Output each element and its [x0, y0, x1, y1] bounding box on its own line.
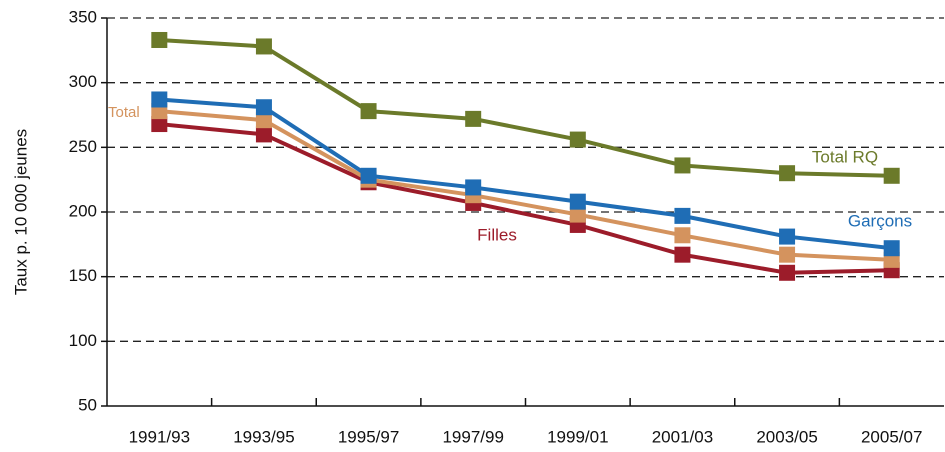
marker	[674, 207, 691, 224]
marker	[569, 193, 586, 210]
marker	[465, 179, 482, 196]
x-tick-label: 1991/93	[129, 427, 190, 446]
marker	[674, 157, 691, 174]
marker	[465, 110, 482, 127]
marker	[883, 240, 900, 257]
y-tick-label: 150	[69, 266, 97, 285]
series-line	[159, 109, 892, 262]
series-line	[159, 37, 892, 178]
marker	[674, 227, 691, 244]
x-tick-label: 2005/07	[861, 427, 922, 446]
series-line	[159, 122, 892, 275]
y-tick-label: 100	[69, 331, 97, 350]
marker	[674, 246, 691, 263]
marker	[569, 131, 586, 148]
marker	[883, 167, 900, 184]
y-axis-label: Taux p. 10 000 jeunes	[11, 129, 30, 295]
y-tick-label: 300	[69, 72, 97, 91]
marker	[779, 165, 796, 182]
series-label: Total RQ	[812, 147, 878, 166]
y-tick-label: 350	[69, 7, 97, 26]
marker	[255, 112, 272, 129]
marker	[255, 99, 272, 116]
series-label: Garçons	[848, 211, 912, 230]
y-tick-label: 200	[69, 201, 97, 220]
marker	[360, 167, 377, 184]
series-line	[159, 97, 892, 251]
series-label: Total	[108, 104, 140, 121]
x-tick-label: 2001/03	[652, 427, 713, 446]
marker	[360, 103, 377, 120]
marker	[151, 31, 168, 48]
y-tick-label: 50	[78, 395, 97, 414]
marker	[779, 228, 796, 245]
marker	[779, 246, 796, 263]
x-tick-label: 1993/95	[233, 427, 294, 446]
x-tick-label: 1997/99	[442, 427, 503, 446]
marker	[569, 206, 586, 223]
marker	[151, 116, 168, 133]
x-tick-label: 1999/01	[547, 427, 608, 446]
marker	[255, 38, 272, 55]
marker	[151, 91, 168, 108]
marker	[255, 126, 272, 143]
x-tick-label: 2003/05	[756, 427, 817, 446]
y-tick-label: 250	[69, 137, 97, 156]
marker	[779, 264, 796, 281]
x-tick-label: 1995/97	[338, 427, 399, 446]
series-label: Filles	[477, 225, 517, 244]
